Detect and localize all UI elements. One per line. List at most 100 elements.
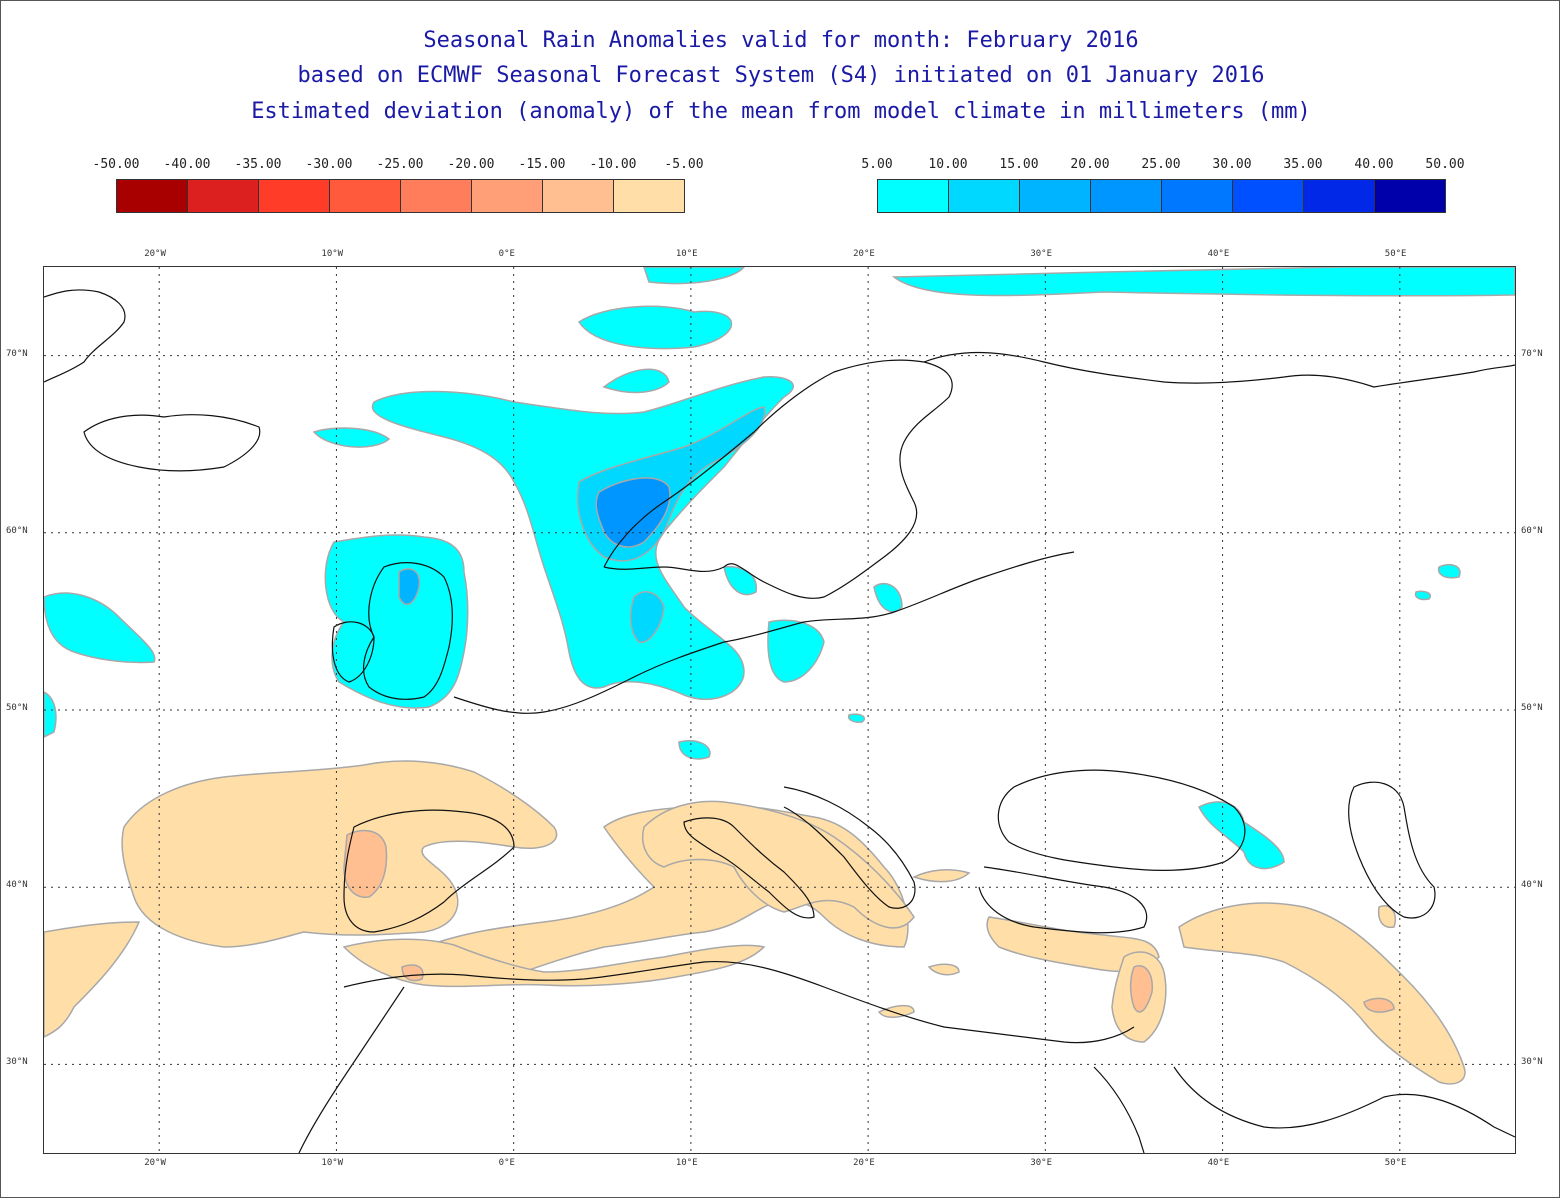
latitude-tick-label: 70°N — [6, 348, 28, 359]
positive-colorbar-swatch — [1374, 179, 1446, 213]
norway-sea-patch — [602, 368, 670, 394]
positive-colorbar-label: 40.00 — [1354, 157, 1394, 172]
negative-anomaly-cores — [343, 829, 1395, 1013]
urals-patch — [1437, 564, 1461, 579]
atlantic-edge-patch — [44, 691, 57, 738]
negative-anomaly-areas — [44, 760, 1466, 1085]
latitude-tick-label: 50°N — [1521, 703, 1543, 713]
anomaly-map — [43, 266, 1516, 1154]
positive-colorbar-swatch — [1161, 179, 1233, 213]
positive-colorbar-swatch — [1019, 179, 1091, 213]
arabia-coast — [1173, 1066, 1515, 1138]
iberia-anomaly-area — [121, 760, 558, 948]
iberia-coast — [343, 809, 515, 933]
levant-core — [1129, 965, 1153, 1013]
map-canvas — [44, 267, 1515, 1153]
black-sea-anomaly-area — [1197, 801, 1285, 870]
ireland-coast — [331, 621, 375, 683]
positive-colorbar-label: 20.00 — [1070, 157, 1110, 172]
latitude-tick-label: 30°N — [6, 1057, 28, 1068]
scotland-core — [398, 568, 421, 606]
longitude-tick-label: 0°E — [498, 249, 515, 259]
turkey-coast — [978, 866, 1148, 934]
positive-colorbar-label: 35.00 — [1283, 157, 1323, 172]
positive-colorbar-swatch — [948, 179, 1020, 213]
italy-coast — [683, 817, 815, 919]
positive-anomaly-cores — [398, 406, 766, 643]
longitude-tick-label: 50°E — [1384, 249, 1407, 259]
europe-coast — [453, 551, 1075, 714]
longitude-tick-label: 0°E — [498, 1158, 515, 1168]
negative-colorbar-swatch — [471, 179, 543, 213]
latitude-tick-label: 50°N — [6, 703, 28, 713]
british-isles-anomaly-area — [324, 534, 469, 709]
longitude-tick-label: 10°E — [675, 1158, 698, 1168]
longitude-tick-label: 10°W — [321, 1158, 344, 1168]
greenland-coast — [44, 289, 126, 383]
negative-colorbar-label: -25.00 — [376, 157, 424, 172]
longitude-tick-label: 20°E — [853, 249, 875, 259]
caspian-coast — [1348, 781, 1436, 919]
iceland-south-patch — [312, 427, 391, 448]
negative-colorbar-label: -10.00 — [589, 157, 637, 172]
barents-patch-2 — [577, 305, 733, 350]
latitude-tick-label: 30°N — [1521, 1057, 1543, 1068]
positive-colorbar-label: 10.00 — [928, 157, 968, 172]
negative-colorbar-label: -35.00 — [234, 157, 282, 172]
longitude-tick-label: 30°E — [1030, 1158, 1053, 1168]
cyprus-negative-patch — [927, 963, 960, 976]
latitude-tick-label: 40°N — [6, 880, 28, 891]
longitude-tick-label: 30°E — [1030, 249, 1053, 259]
positive-colorbar-label: 25.00 — [1141, 157, 1181, 172]
title-line-1: Seasonal Rain Anomalies valid for month:… — [423, 28, 1139, 53]
title-line-3: Estimated deviation (anomaly) of the mea… — [251, 99, 1311, 124]
latitude-tick-label: 60°N — [1521, 525, 1543, 536]
africa-west-coast — [298, 986, 405, 1153]
central-europe-patch — [678, 740, 711, 760]
iran-anomaly-band — [1178, 902, 1466, 1085]
negative-colorbar-swatch — [613, 179, 685, 213]
atlantic-west-anomaly-patch — [44, 921, 141, 1038]
iran-core — [1363, 997, 1395, 1013]
negative-colorbar-label: -30.00 — [305, 157, 353, 172]
positive-colorbar-label: 50.00 — [1425, 157, 1465, 172]
latitude-tick-label: 40°N — [1521, 880, 1543, 891]
negative-colorbar-swatch — [542, 179, 614, 213]
longitude-tick-label: 10°E — [675, 249, 698, 259]
libya-negative-patch — [877, 1004, 915, 1018]
negative-colorbar-label: -5.00 — [664, 157, 704, 172]
negative-colorbar-label: -20.00 — [447, 157, 495, 172]
scandinavia-coast — [603, 359, 953, 599]
russia-north-coast — [923, 351, 1515, 388]
atlantic-anomaly-patch — [44, 592, 156, 664]
negative-colorbar-swatch — [400, 179, 472, 213]
positive-colorbar-swatch — [1232, 179, 1304, 213]
positive-colorbar-label: 5.00 — [861, 157, 893, 172]
longitude-tick-label: 40°E — [1207, 1158, 1230, 1168]
denmark-core — [629, 591, 665, 643]
latitude-tick-label: 70°N — [1521, 348, 1543, 359]
positive-colorbar-swatch — [877, 179, 949, 213]
balkans-coast — [783, 786, 916, 909]
latitude-tick-label: 60°N — [6, 525, 28, 536]
negative-colorbar-swatch — [116, 179, 188, 213]
north-africa-coast — [343, 960, 1135, 1044]
negative-colorbar-swatch — [329, 179, 401, 213]
black-sea-coast — [997, 769, 1246, 871]
coastlines — [44, 289, 1515, 1153]
morocco-core — [401, 964, 424, 982]
positive-colorbar-label: 15.00 — [999, 157, 1039, 172]
negative-colorbar-swatch — [258, 179, 330, 213]
barents-sea-anomaly-area — [891, 267, 1515, 297]
red-sea-coast — [1093, 1066, 1145, 1153]
negative-colorbar-swatch — [187, 179, 259, 213]
finland-patch — [873, 582, 903, 613]
title-line-2: based on ECMWF Seasonal Forecast System … — [297, 63, 1265, 88]
ural-patch-2 — [1414, 590, 1431, 601]
longitude-tick-label: 40°E — [1207, 249, 1230, 259]
lat-lon-grid — [44, 267, 1515, 1153]
positive-colorbar-swatch — [1090, 179, 1162, 213]
longitude-tick-label: 10°W — [321, 249, 344, 259]
negative-colorbar-label: -50.00 — [92, 157, 140, 172]
